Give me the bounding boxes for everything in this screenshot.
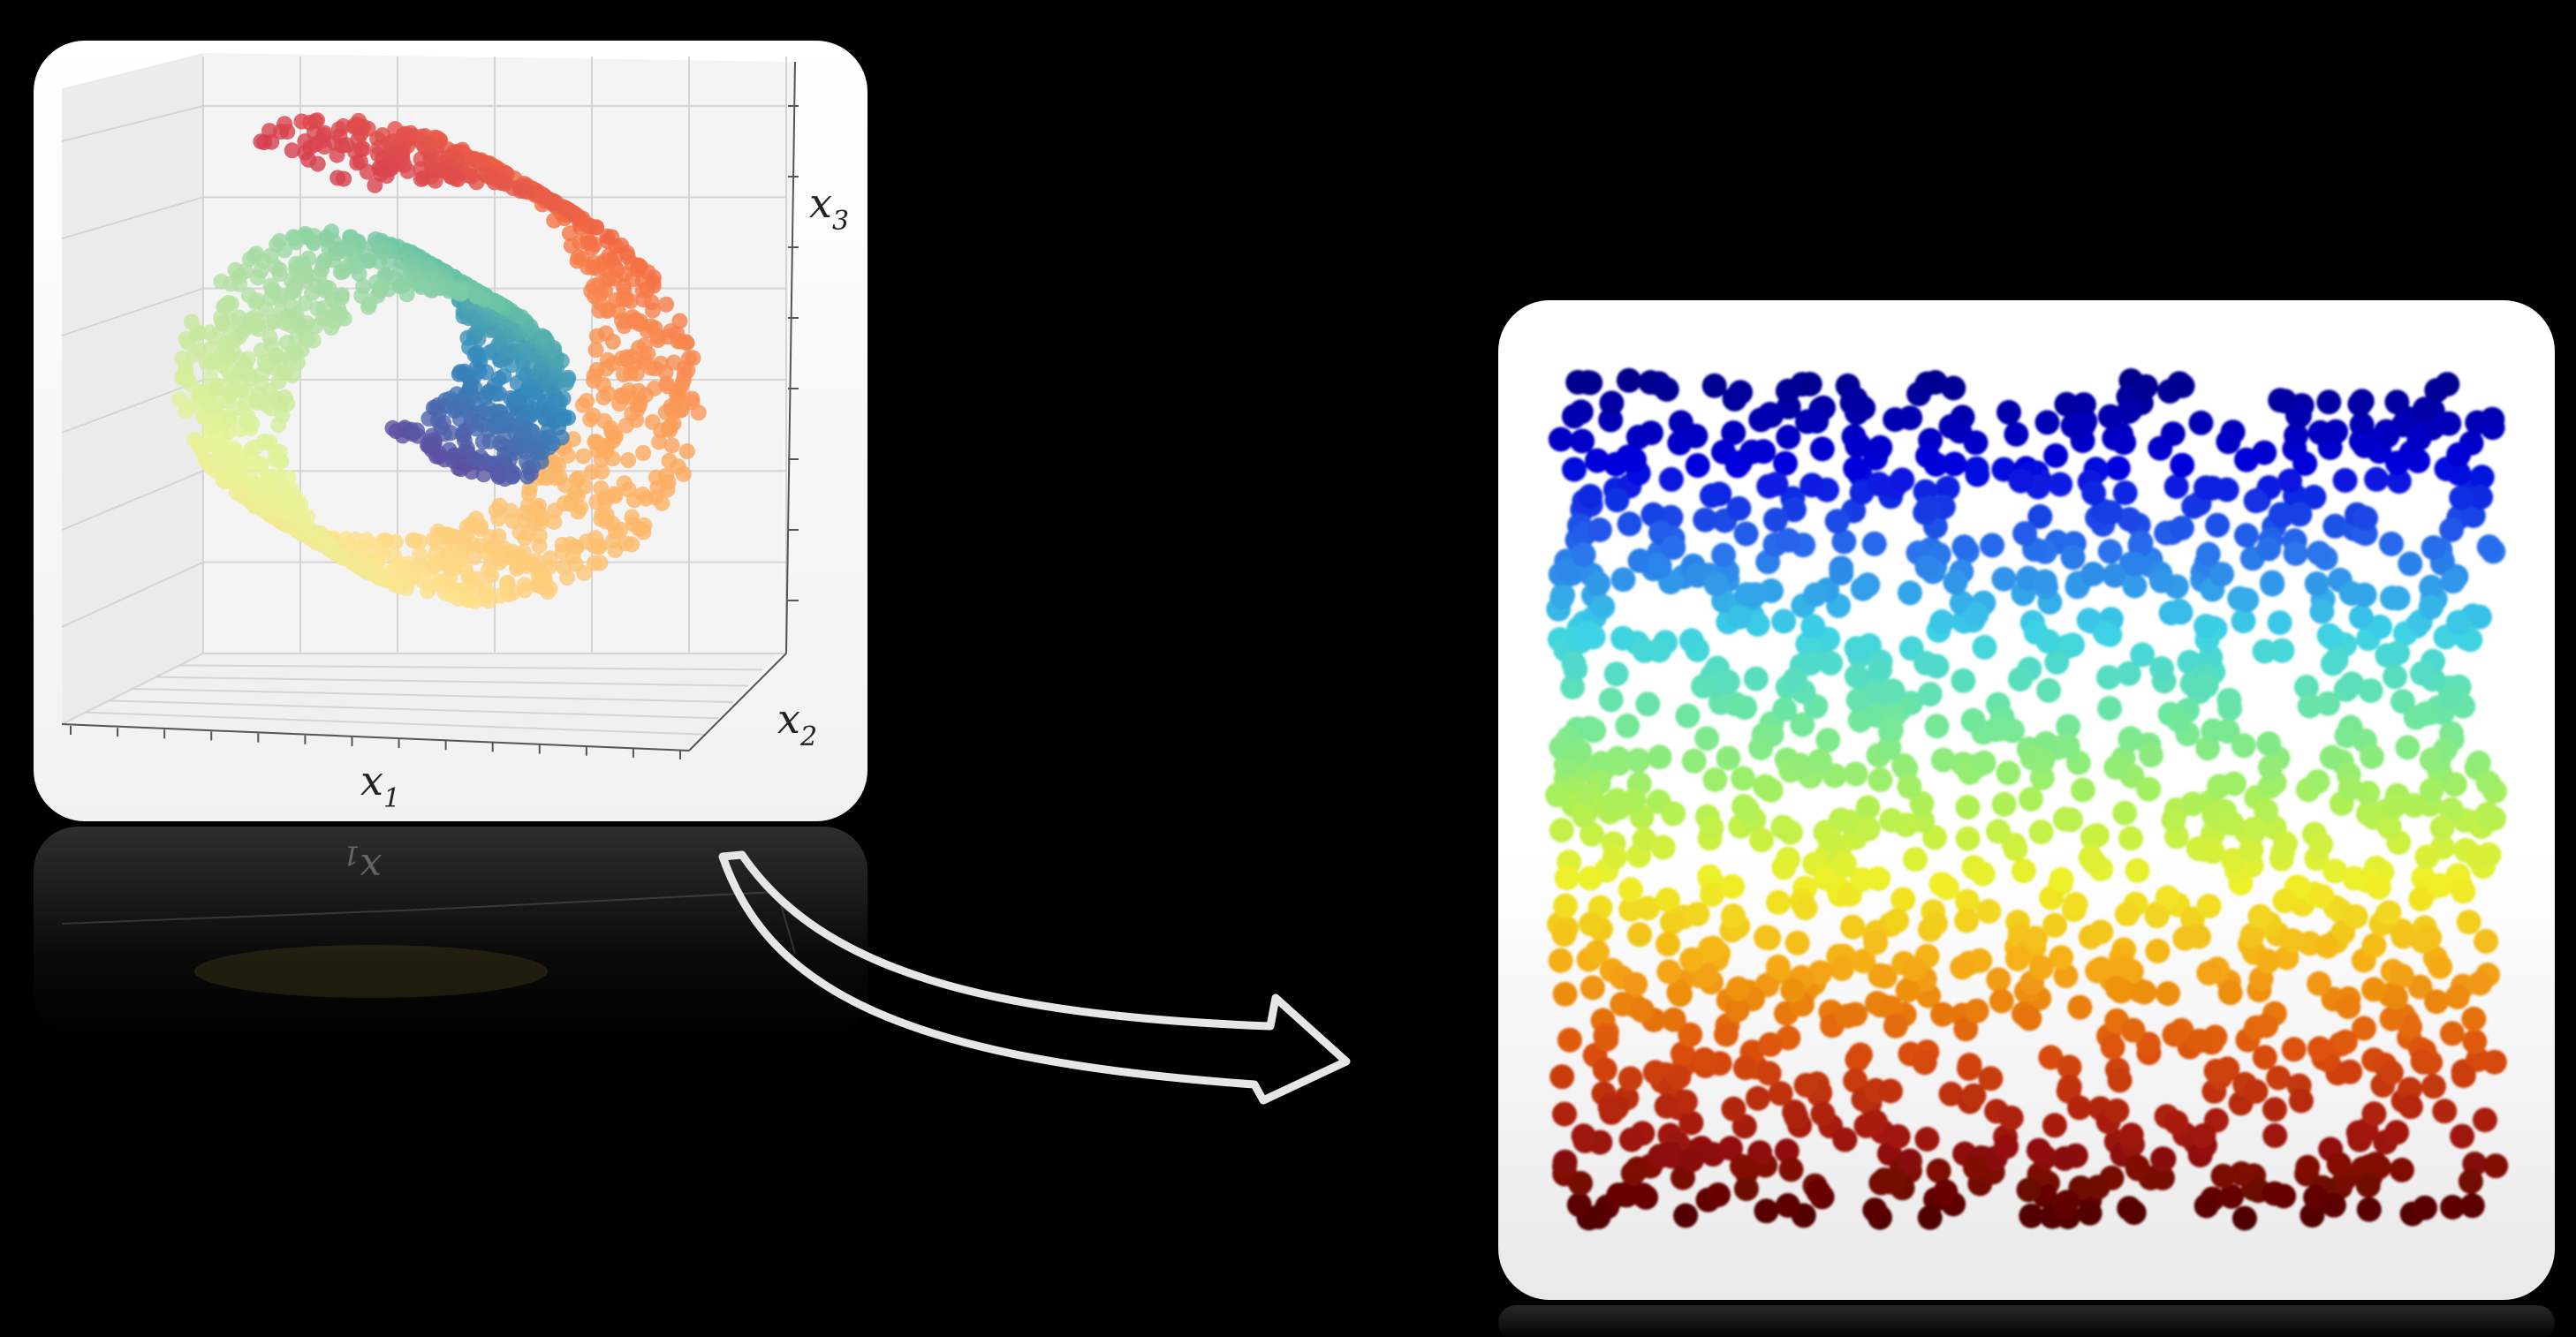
embedding-points bbox=[1544, 367, 2509, 1231]
left-panel-reflection: x1 bbox=[34, 827, 868, 1039]
swiss-roll-panel: x1 x2 x3 bbox=[34, 41, 868, 821]
axis-label-x1: x1 bbox=[360, 757, 400, 814]
embedding-panel bbox=[1498, 300, 2555, 1300]
right-panel-reflection bbox=[1498, 1305, 2555, 1337]
transform-arrow bbox=[718, 850, 1351, 1105]
swiss-roll-points bbox=[171, 112, 707, 609]
axis-label-x2: x2 bbox=[777, 695, 817, 752]
axis-label-x3: x3 bbox=[809, 179, 849, 237]
reflection-axis-label: x1 bbox=[343, 839, 382, 890]
